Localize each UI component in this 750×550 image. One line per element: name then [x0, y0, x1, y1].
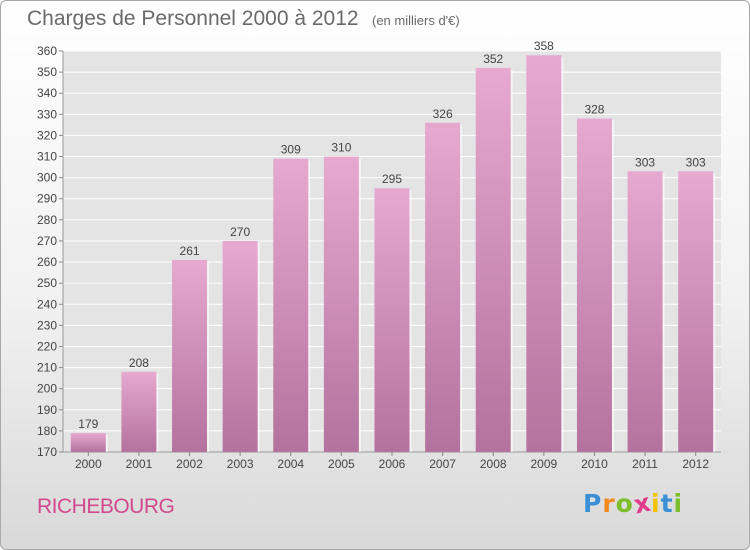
data-label: 208 [129, 356, 149, 370]
logo-letter: P [583, 489, 603, 518]
chart-subtitle: (en milliers d'€) [372, 13, 460, 28]
bar [576, 118, 612, 453]
proxiti-logo: Proxiti [583, 488, 684, 520]
logo-letter: i [673, 489, 684, 518]
bar [273, 158, 309, 452]
x-tick-label: 2004 [277, 457, 304, 471]
y-tick-label: 230 [37, 318, 57, 332]
y-tick-label: 180 [37, 424, 57, 438]
data-label: 309 [281, 143, 301, 157]
y-tick-label: 270 [37, 234, 57, 248]
bar [121, 371, 157, 452]
x-tick-label: 2008 [480, 457, 507, 471]
x-tick-label: 2007 [429, 457, 456, 471]
bar [222, 240, 258, 452]
data-label: 352 [483, 52, 503, 66]
x-tick-label: 2011 [632, 457, 658, 471]
bars [70, 55, 716, 453]
x-tick-label: 2010 [581, 457, 608, 471]
y-tick-label: 290 [37, 192, 57, 206]
y-axis-ticks: 170 180 190 200 210 220 230 240 250 260 270 280 290 3… [37, 44, 721, 459]
bar [425, 122, 461, 452]
data-label: 303 [686, 155, 706, 169]
y-tick-label: 310 [37, 150, 57, 164]
x-tick-label: 2002 [176, 457, 203, 471]
location-name: RICHEBOURG [37, 495, 175, 518]
data-label: 326 [433, 107, 453, 121]
y-tick-label: 200 [37, 382, 57, 396]
bar [172, 259, 208, 452]
x-tick-label: 2001 [126, 457, 153, 471]
y-tick-label: 340 [37, 86, 57, 100]
data-label: 310 [331, 141, 351, 155]
data-label: 358 [534, 39, 554, 53]
bar [70, 433, 106, 452]
bar [526, 55, 562, 452]
x-tick-label: 2005 [328, 457, 355, 471]
data-label: 261 [180, 244, 200, 258]
bar [323, 156, 359, 453]
data-label: 328 [584, 103, 604, 117]
y-tick-label: 330 [37, 107, 57, 121]
x-tick-label: 2003 [227, 457, 254, 471]
x-tick-label: 2012 [682, 457, 709, 471]
logo-letter: i [651, 489, 661, 518]
data-label: 270 [230, 225, 250, 239]
y-tick-label: 350 [37, 65, 57, 79]
bar [678, 171, 714, 453]
y-tick-label: 220 [37, 339, 57, 353]
y-tick-label: 260 [37, 255, 57, 269]
data-label: 179 [78, 417, 98, 431]
data-label: 295 [382, 172, 402, 186]
x-tick-label: 2006 [379, 457, 406, 471]
bar [475, 67, 511, 452]
y-tick-label: 250 [37, 276, 57, 290]
y-tick-label: 240 [37, 297, 57, 311]
y-tick-label: 280 [37, 213, 57, 227]
x-tick-label: 2000 [75, 457, 102, 471]
logo-letter: o [615, 489, 634, 518]
x-tick-label: 2009 [530, 457, 557, 471]
data-label: 303 [635, 155, 655, 169]
bar [627, 171, 663, 453]
x-axis-ticks: 2000 2001 2002 2003 2004 2005 2006 2007 2008 2009… [75, 452, 709, 471]
bar [374, 188, 410, 452]
logo-letter: t [660, 489, 674, 518]
y-tick-label: 190 [37, 403, 57, 417]
chart-title: Charges de Personnel 2000 à 2012 [27, 7, 359, 30]
y-tick-label: 170 [37, 445, 57, 459]
y-tick-label: 210 [37, 361, 57, 375]
data-labels: 179 208 261 270 309 310 295 326 352 358 328 303 303 [78, 39, 706, 431]
y-tick-label: 300 [37, 171, 57, 185]
logo-letter: r [602, 489, 616, 518]
y-tick-label: 320 [37, 128, 57, 142]
y-tick-label: 360 [37, 44, 57, 58]
